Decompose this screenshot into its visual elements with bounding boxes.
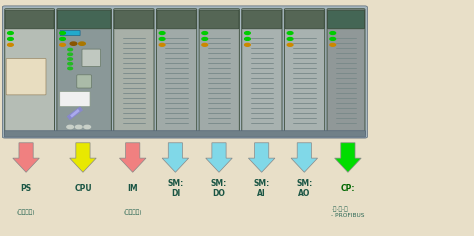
Circle shape bbox=[245, 38, 250, 40]
FancyBboxPatch shape bbox=[5, 10, 54, 29]
Circle shape bbox=[202, 38, 208, 40]
Text: SM:
DI: SM: DI bbox=[167, 179, 183, 198]
Circle shape bbox=[60, 43, 65, 46]
FancyBboxPatch shape bbox=[156, 9, 197, 135]
Circle shape bbox=[8, 43, 13, 46]
FancyBboxPatch shape bbox=[242, 9, 282, 135]
Circle shape bbox=[70, 42, 77, 45]
Polygon shape bbox=[70, 143, 96, 172]
Circle shape bbox=[79, 42, 85, 45]
Text: SM:
DO: SM: DO bbox=[211, 179, 227, 198]
Circle shape bbox=[159, 38, 165, 40]
Circle shape bbox=[75, 125, 82, 129]
Polygon shape bbox=[291, 143, 318, 172]
Circle shape bbox=[330, 32, 336, 34]
FancyBboxPatch shape bbox=[200, 10, 239, 29]
FancyBboxPatch shape bbox=[4, 131, 365, 137]
FancyBboxPatch shape bbox=[328, 10, 365, 29]
Circle shape bbox=[68, 53, 73, 55]
Circle shape bbox=[245, 32, 250, 34]
FancyBboxPatch shape bbox=[157, 10, 196, 29]
Text: IM: IM bbox=[128, 184, 138, 193]
FancyBboxPatch shape bbox=[199, 9, 239, 135]
Circle shape bbox=[8, 38, 13, 40]
FancyBboxPatch shape bbox=[5, 9, 55, 135]
Circle shape bbox=[202, 43, 208, 46]
Polygon shape bbox=[206, 143, 232, 172]
FancyBboxPatch shape bbox=[82, 49, 100, 67]
FancyBboxPatch shape bbox=[327, 9, 365, 135]
FancyBboxPatch shape bbox=[242, 10, 282, 29]
FancyBboxPatch shape bbox=[114, 10, 154, 29]
FancyBboxPatch shape bbox=[60, 30, 80, 36]
FancyBboxPatch shape bbox=[57, 9, 111, 135]
Circle shape bbox=[287, 38, 293, 40]
Circle shape bbox=[159, 32, 165, 34]
FancyBboxPatch shape bbox=[57, 10, 111, 29]
FancyBboxPatch shape bbox=[77, 75, 91, 88]
Circle shape bbox=[84, 125, 91, 129]
Text: CP:: CP: bbox=[341, 184, 355, 193]
Circle shape bbox=[287, 32, 293, 34]
Text: SM:
AO: SM: AO bbox=[296, 179, 312, 198]
Text: SM:
AI: SM: AI bbox=[254, 179, 270, 198]
Circle shape bbox=[287, 43, 293, 46]
Circle shape bbox=[245, 43, 250, 46]
Text: PS: PS bbox=[20, 184, 32, 193]
FancyBboxPatch shape bbox=[285, 10, 324, 29]
FancyBboxPatch shape bbox=[284, 9, 325, 135]
Text: (接口模块): (接口模块) bbox=[123, 210, 142, 215]
Circle shape bbox=[8, 32, 13, 34]
FancyBboxPatch shape bbox=[60, 92, 90, 107]
Circle shape bbox=[330, 38, 336, 40]
Circle shape bbox=[159, 43, 165, 46]
Polygon shape bbox=[162, 143, 189, 172]
Circle shape bbox=[68, 63, 73, 65]
FancyBboxPatch shape bbox=[2, 6, 367, 138]
Circle shape bbox=[68, 48, 73, 51]
Polygon shape bbox=[248, 143, 275, 172]
Circle shape bbox=[68, 67, 73, 70]
Polygon shape bbox=[335, 143, 361, 172]
Polygon shape bbox=[13, 143, 39, 172]
FancyBboxPatch shape bbox=[6, 59, 46, 95]
Circle shape bbox=[68, 58, 73, 60]
Text: (电源模块): (电源模块) bbox=[17, 210, 36, 215]
Circle shape bbox=[60, 38, 65, 40]
Circle shape bbox=[60, 32, 65, 34]
Circle shape bbox=[202, 32, 208, 34]
Circle shape bbox=[67, 125, 73, 129]
Polygon shape bbox=[119, 143, 146, 172]
Text: ·点-到-点
- PROFIBUS: ·点-到-点 - PROFIBUS bbox=[331, 207, 365, 218]
FancyBboxPatch shape bbox=[114, 9, 154, 135]
Text: CPU: CPU bbox=[74, 184, 92, 193]
Circle shape bbox=[330, 43, 336, 46]
